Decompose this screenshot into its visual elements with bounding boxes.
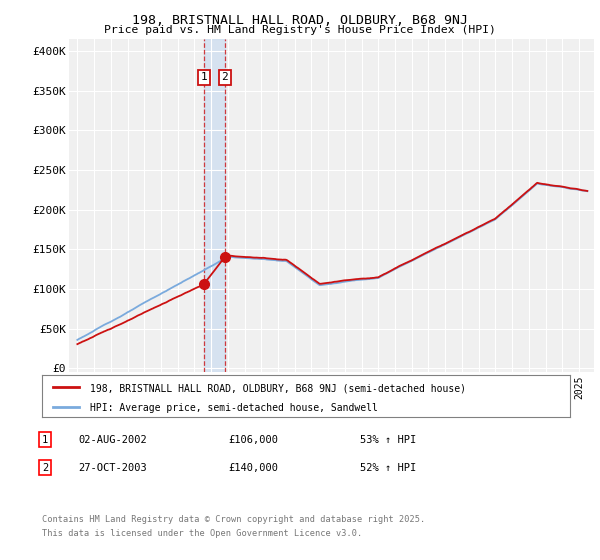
Bar	[204, 39, 225, 372]
Text: £140,000: £140,000	[228, 463, 278, 473]
Text: 1: 1	[42, 435, 48, 445]
Text: 198, BRISTNALL HALL ROAD, OLDBURY, B68 9NJ (semi-detached house): 198, BRISTNALL HALL ROAD, OLDBURY, B68 9…	[89, 384, 466, 394]
Text: 2: 2	[221, 72, 228, 82]
Text: £106,000: £106,000	[228, 435, 278, 445]
Text: 2: 2	[42, 463, 48, 473]
Text: This data is licensed under the Open Government Licence v3.0.: This data is licensed under the Open Gov…	[42, 530, 362, 539]
Text: Price paid vs. HM Land Registry's House Price Index (HPI): Price paid vs. HM Land Registry's House …	[104, 25, 496, 35]
Text: 52% ↑ HPI: 52% ↑ HPI	[360, 463, 416, 473]
Text: 1: 1	[201, 72, 208, 82]
Text: 53% ↑ HPI: 53% ↑ HPI	[360, 435, 416, 445]
Text: 02-AUG-2002: 02-AUG-2002	[78, 435, 147, 445]
Text: Contains HM Land Registry data © Crown copyright and database right 2025.: Contains HM Land Registry data © Crown c…	[42, 515, 425, 524]
Text: HPI: Average price, semi-detached house, Sandwell: HPI: Average price, semi-detached house,…	[89, 403, 377, 413]
Text: 198, BRISTNALL HALL ROAD, OLDBURY, B68 9NJ: 198, BRISTNALL HALL ROAD, OLDBURY, B68 9…	[132, 14, 468, 27]
Text: 27-OCT-2003: 27-OCT-2003	[78, 463, 147, 473]
